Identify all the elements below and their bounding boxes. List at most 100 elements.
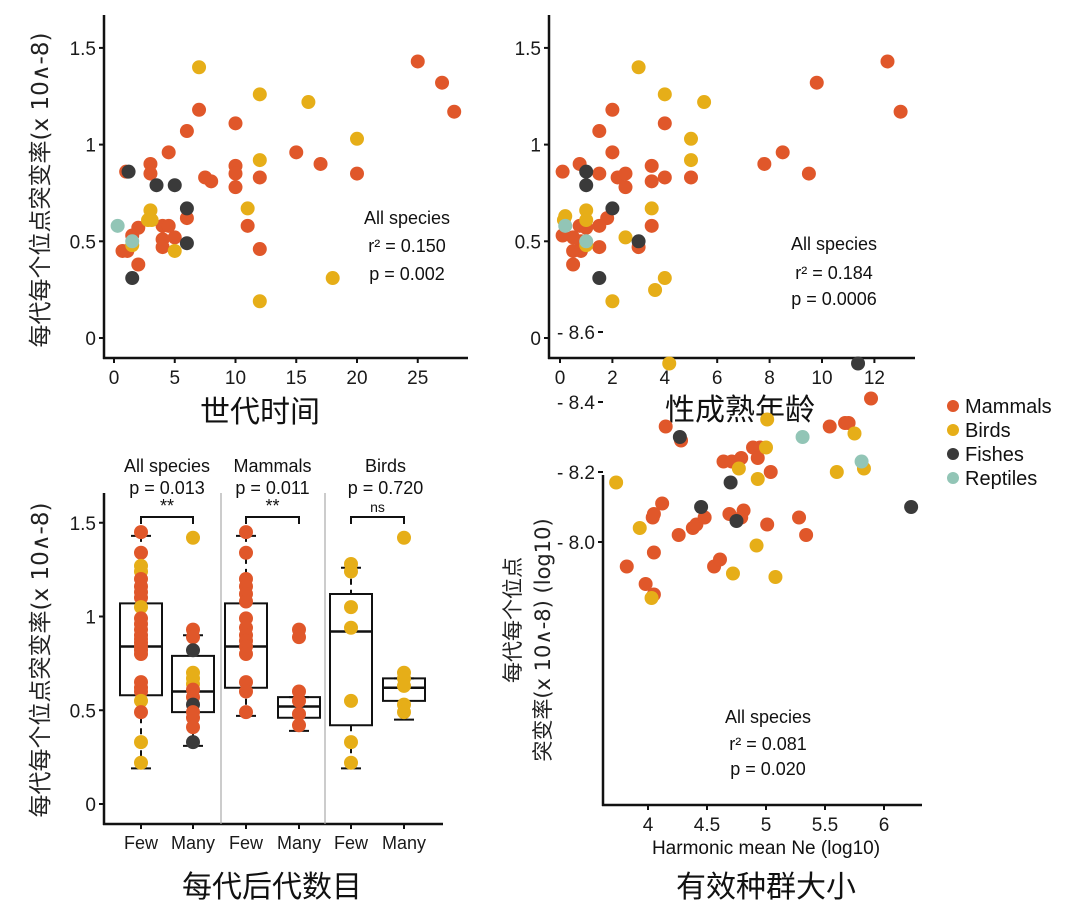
panel-offspring: 0 0.5 1 1.5 Few Many Few Many Few Many All speci… [28, 456, 443, 905]
data-point-birds [325, 271, 340, 286]
data-point-mammals [763, 465, 778, 479]
data-point-mammals [750, 451, 765, 465]
annotation-line-1: All species [725, 707, 811, 727]
significance-label: ** [265, 496, 279, 516]
y-tick-label: 1.5 [515, 39, 541, 60]
x-tick-label: 12 [864, 368, 885, 389]
x-axis-title: 性成熟年龄 [665, 393, 815, 428]
data-point-mammals [809, 75, 824, 90]
data-point-mammals [644, 174, 659, 189]
data-point-mammals [657, 116, 672, 131]
data-point-birds [134, 600, 148, 615]
data-point-birds [579, 213, 594, 228]
y-tick-label: - 8.6 [557, 323, 595, 344]
annotation-line-2: r² = 0.081 [729, 734, 807, 754]
x-tick-label: Many [171, 833, 215, 853]
group-p-value: p = 0.720 [348, 478, 424, 498]
y-tick-label: 1 [85, 136, 96, 157]
data-point-fishes [592, 271, 607, 286]
data-point-fishes [125, 271, 140, 286]
data-point-mammals [671, 528, 686, 542]
data-point-birds [631, 60, 646, 75]
data-point-mammals [228, 116, 243, 131]
data-point-birds [759, 440, 773, 455]
x-tick-label: 8 [764, 368, 775, 389]
data-point-birds [252, 294, 267, 309]
data-point-birds [749, 538, 764, 553]
data-point-fishes [186, 735, 200, 750]
data-point-birds [167, 243, 182, 258]
box-iqr [329, 593, 373, 727]
data-point-mammals [697, 510, 712, 525]
data-point-birds [648, 283, 663, 297]
legend-marker-icon [947, 448, 959, 460]
data-point-mammals [228, 166, 243, 181]
data-point-mammals [228, 180, 243, 195]
data-point-fishes [672, 430, 687, 444]
data-point-reptiles [110, 218, 125, 233]
data-point-mammals [638, 577, 653, 591]
data-point-birds [344, 600, 358, 615]
data-point-mammals [792, 510, 807, 525]
data-point-mammals [566, 257, 581, 272]
data-point-mammals [447, 104, 462, 119]
data-point-birds [144, 213, 159, 228]
x-tick-label: 20 [346, 368, 367, 389]
data-point-birds [731, 461, 746, 476]
data-point-mammals [657, 170, 672, 185]
data-point-fishes [579, 164, 594, 179]
data-point-mammals [760, 517, 775, 532]
data-point-mammals [592, 166, 607, 181]
data-point-mammals [239, 545, 253, 560]
data-point-mammals [134, 705, 148, 720]
data-point-mammals [618, 180, 633, 195]
data-point-birds [134, 735, 148, 750]
x-tick-label: 25 [407, 368, 428, 389]
group-title: All species [124, 456, 210, 476]
data-point-mammals [161, 145, 176, 160]
x-tick-label: 10 [225, 368, 246, 389]
data-point-fishes [121, 164, 136, 179]
box-mammals-few [224, 525, 268, 720]
box-mammals-many [277, 622, 321, 733]
data-point-fishes [851, 356, 866, 371]
legend-marker-icon [947, 400, 959, 412]
data-point-fishes [904, 500, 919, 514]
data-point-birds [252, 87, 267, 102]
data-point-birds [397, 530, 411, 545]
significance-bracket [140, 516, 194, 524]
x-tick-label: 5.5 [812, 815, 838, 836]
data-point-birds [684, 131, 698, 146]
y-axis-title-line-1: 每代每个位点 [501, 557, 525, 683]
y-tick-label: 0.5 [70, 701, 96, 722]
data-point-birds [684, 153, 698, 168]
data-point-birds [397, 678, 411, 693]
x-axis-subtitle: Harmonic mean Ne (log10) [652, 838, 880, 859]
data-point-birds [632, 521, 647, 535]
data-point-birds [579, 203, 594, 218]
y-tick-label: 1 [85, 608, 96, 629]
group-title: Birds [365, 456, 406, 476]
data-point-birds [605, 294, 620, 309]
data-point-mammals [167, 230, 182, 245]
data-point-reptiles [854, 454, 869, 469]
y-tick-label: 1.5 [70, 39, 96, 60]
data-point-mammals [841, 416, 856, 430]
data-point-mammals [239, 705, 253, 720]
data-point-birds [750, 472, 765, 486]
data-point-reptiles [125, 234, 140, 249]
y-axis-title: 每代每个位点突变率(x 10∧-8) [28, 33, 54, 348]
data-point-mammals [239, 525, 253, 540]
panel-maturity-age: 0 0.5 1 1.5 0 2 4 6 8 10 12 All species r² = 0.18… [515, 15, 915, 428]
data-point-birds [301, 95, 316, 110]
data-point-mammals [801, 166, 816, 181]
legend-item-mammals: Mammals [947, 396, 1052, 418]
data-point-mammals [252, 170, 267, 185]
data-point-birds [134, 755, 148, 770]
x-tick-label: Many [277, 833, 321, 853]
significance-bracket [350, 516, 405, 524]
data-point-birds [847, 426, 862, 441]
data-point-mammals [161, 218, 176, 233]
